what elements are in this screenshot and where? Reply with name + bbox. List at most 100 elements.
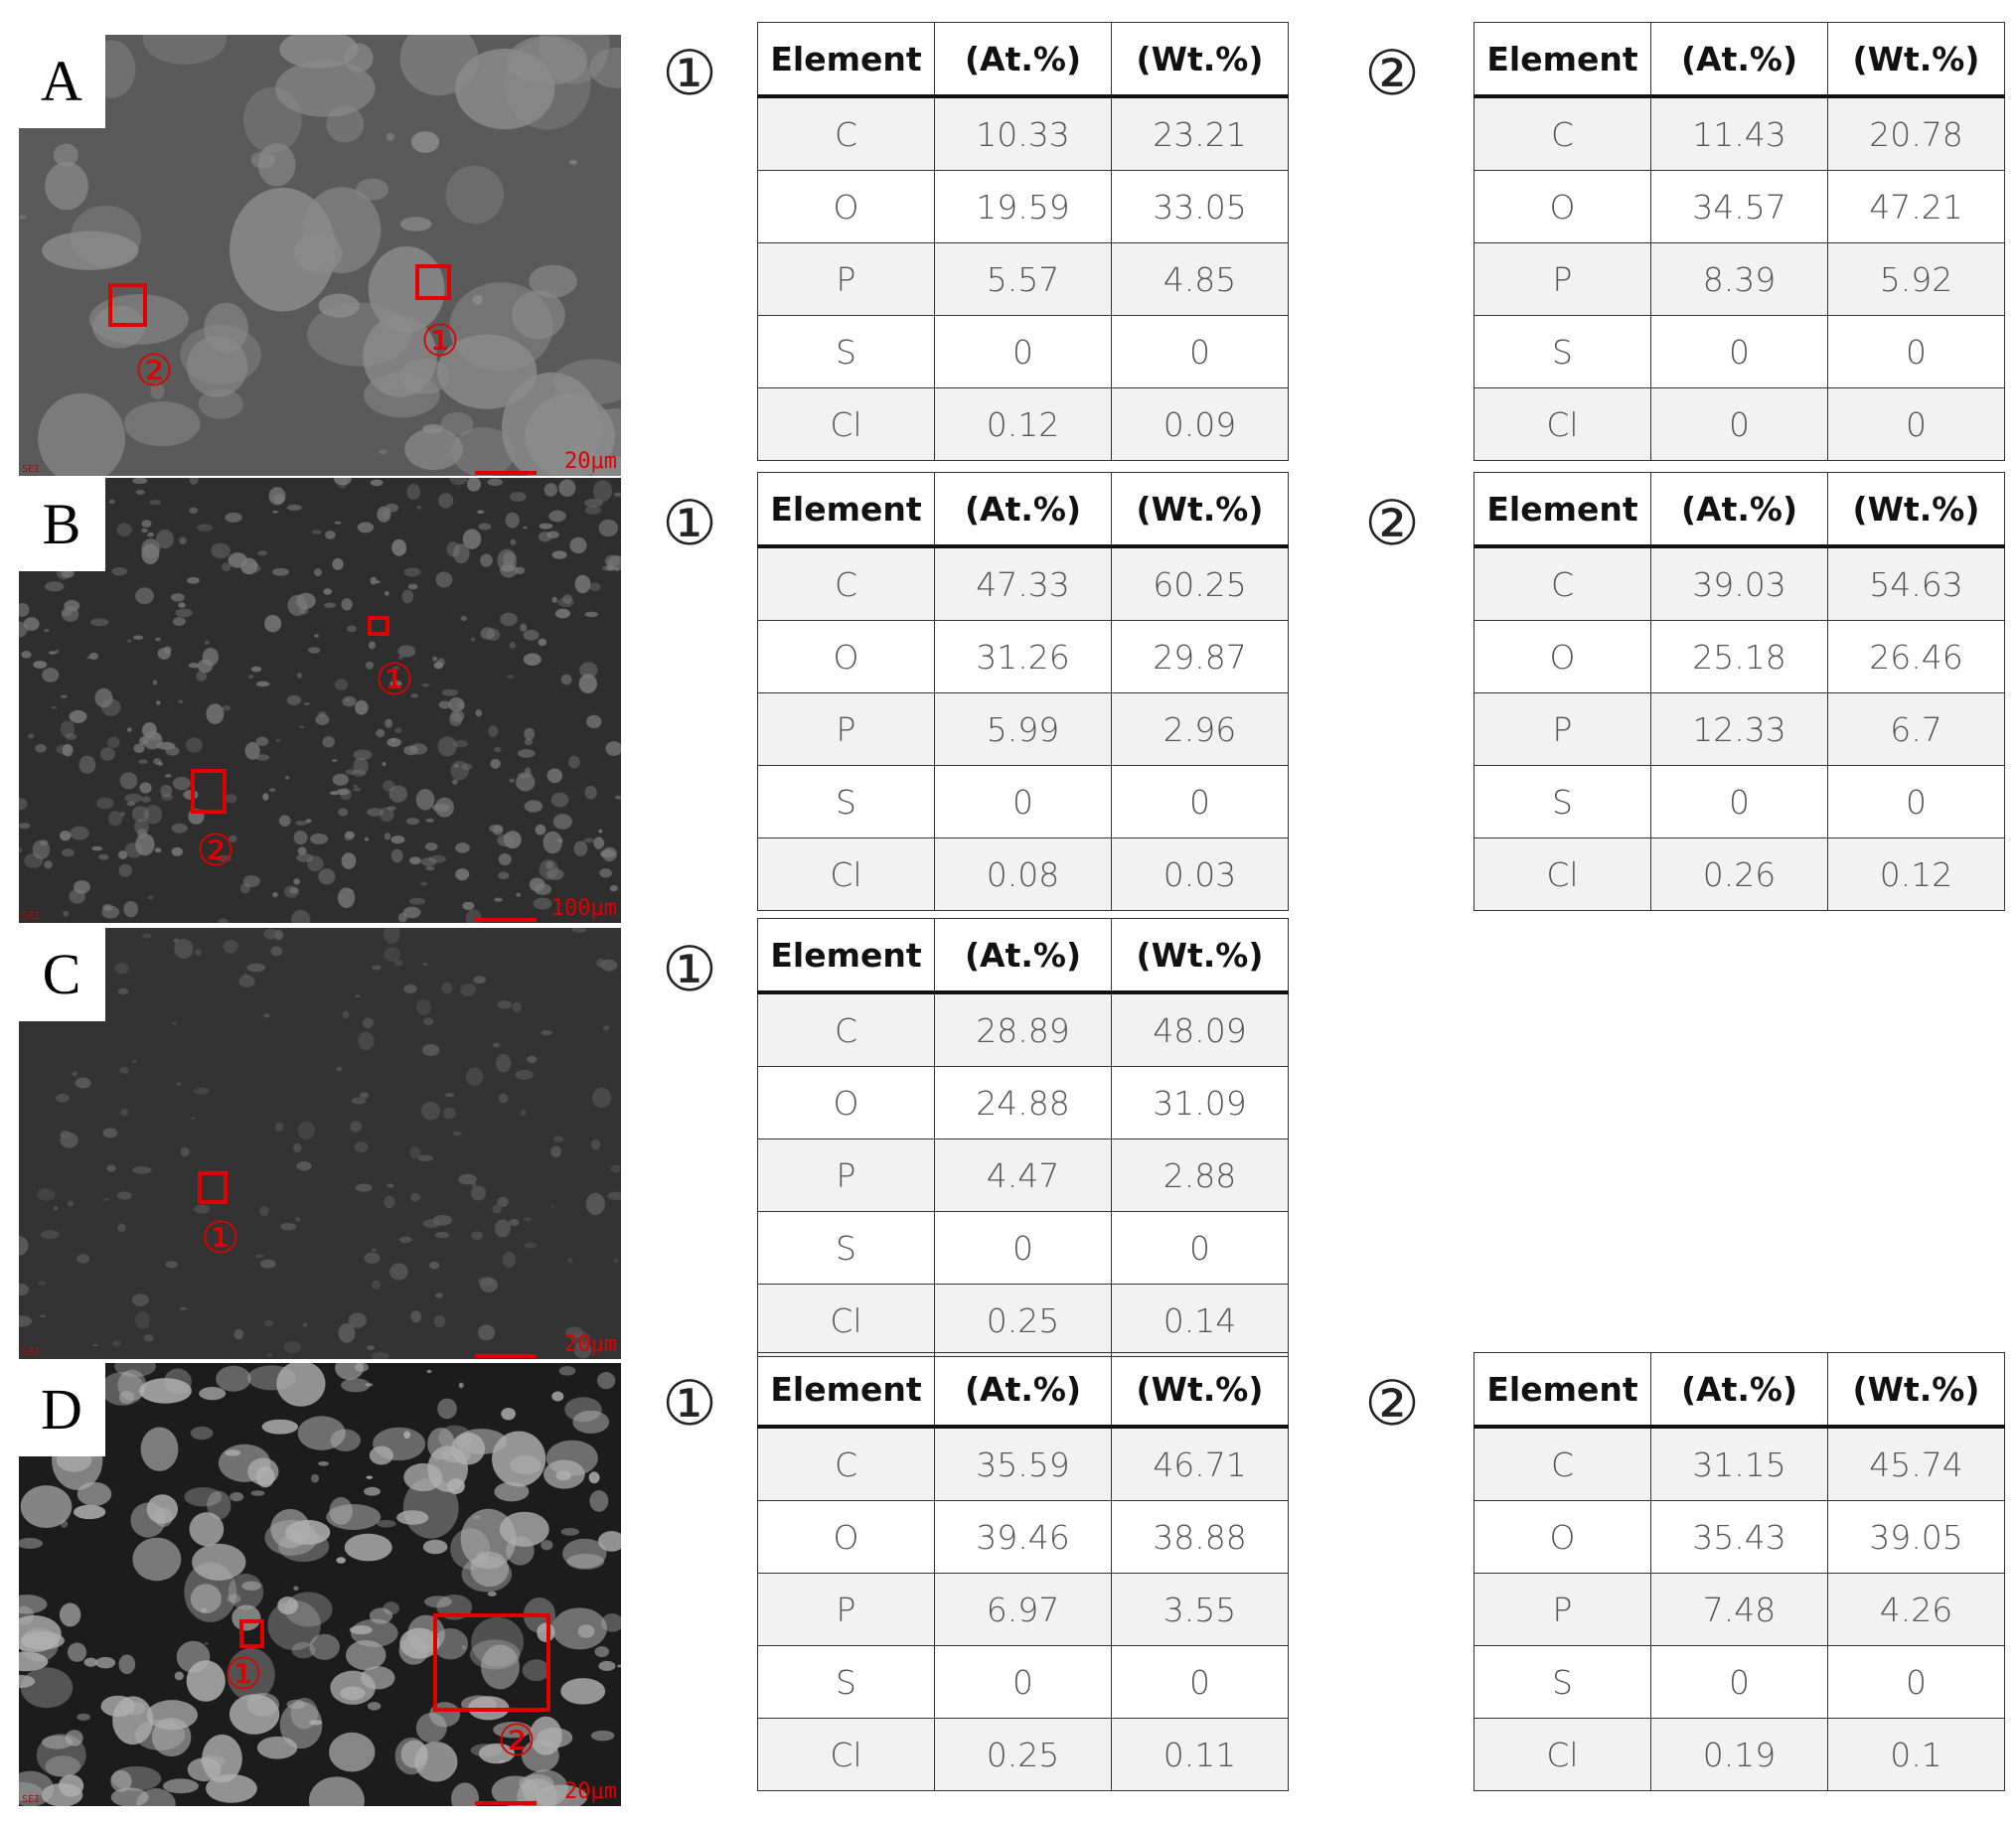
texture	[543, 483, 558, 497]
texture	[180, 1146, 190, 1157]
region-marker: ①	[224, 1649, 262, 1700]
texture	[110, 1769, 132, 1792]
texture	[262, 793, 269, 801]
texture	[390, 836, 405, 844]
texture	[254, 1254, 264, 1259]
texture	[67, 1200, 75, 1207]
panel-label: D	[41, 1377, 82, 1442]
texture	[42, 1735, 74, 1749]
texture	[141, 528, 148, 533]
texture	[394, 727, 402, 734]
texture	[329, 791, 339, 796]
texture	[584, 506, 602, 515]
texture	[179, 536, 187, 545]
texture	[120, 1108, 129, 1117]
cell: Cl	[1473, 1718, 1651, 1791]
texture	[462, 529, 482, 549]
texture	[353, 787, 362, 792]
texture	[461, 1644, 466, 1650]
cell: 2.88	[1111, 1139, 1289, 1212]
header-cell: Element	[757, 472, 935, 548]
texture	[61, 848, 75, 857]
texture	[545, 1440, 598, 1476]
texture	[460, 1508, 517, 1570]
texture	[99, 747, 115, 761]
cell: 39.05	[1827, 1500, 2005, 1574]
scale-bar-label: 20μm	[564, 1332, 617, 1357]
texture	[460, 984, 477, 996]
texture	[338, 808, 349, 817]
region-box	[368, 616, 389, 636]
texture	[558, 1366, 576, 1376]
texture	[337, 887, 356, 908]
texture	[275, 60, 376, 117]
texture	[470, 637, 476, 643]
data-row: C 31.15 45.74	[1473, 1426, 2005, 1501]
texture	[332, 558, 344, 570]
texture	[156, 530, 174, 549]
texture	[218, 918, 229, 923]
texture	[270, 946, 283, 957]
cell: 33.05	[1111, 170, 1289, 243]
texture	[422, 1219, 441, 1228]
cell: 19.59	[934, 170, 1112, 243]
texture	[568, 160, 577, 165]
texture	[367, 808, 384, 817]
texture	[307, 855, 324, 872]
table-marker: ①	[662, 1367, 717, 1440]
header-cell: (Wt.%)	[1827, 22, 2005, 98]
texture	[122, 1701, 146, 1716]
texture	[39, 1314, 47, 1318]
texture	[424, 842, 438, 851]
texture	[112, 1339, 121, 1347]
texture	[332, 773, 349, 786]
texture	[428, 1261, 440, 1270]
texture	[607, 1191, 621, 1200]
texture	[428, 854, 447, 863]
texture	[190, 1584, 222, 1613]
texture	[385, 718, 393, 728]
texture	[171, 846, 183, 856]
texture	[546, 868, 564, 880]
texture	[440, 411, 474, 436]
texture	[37, 1188, 56, 1201]
texture	[318, 711, 327, 717]
texture	[381, 510, 390, 519]
texture	[604, 554, 621, 567]
texture	[42, 668, 60, 683]
cell: S	[1473, 315, 1651, 388]
texture	[297, 846, 307, 855]
texture	[425, 818, 435, 823]
texture	[560, 1678, 606, 1705]
texture	[244, 741, 260, 760]
header-cell: (At.%)	[934, 918, 1112, 994]
texture	[206, 703, 225, 724]
texture	[598, 829, 603, 834]
data-row: Cl 0.12 0.09	[757, 387, 1289, 461]
texture	[504, 38, 591, 130]
texture	[308, 1776, 365, 1806]
data-row: O 25.18 26.46	[1473, 620, 2005, 693]
texture	[524, 738, 534, 746]
texture	[382, 761, 387, 767]
data-row: P 6.97 3.55	[757, 1573, 1289, 1646]
texture	[509, 778, 516, 783]
texture	[599, 868, 612, 878]
texture	[204, 302, 248, 354]
texture	[146, 1700, 198, 1731]
texture	[323, 588, 332, 595]
texture	[455, 842, 470, 853]
texture	[593, 836, 605, 849]
texture	[195, 949, 202, 956]
texture	[83, 1657, 97, 1667]
texture	[476, 510, 485, 515]
texture	[448, 696, 465, 712]
cell: 45.74	[1827, 1426, 2005, 1501]
header-row: Element (At.%) (Wt.%)	[1473, 1352, 2005, 1429]
texture	[573, 840, 588, 856]
texture	[74, 1504, 106, 1520]
texture	[596, 1372, 616, 1390]
cell: 0	[934, 1211, 1112, 1285]
data-row: P 12.33 6.7	[1473, 692, 2005, 766]
header-cell: (At.%)	[934, 22, 1112, 98]
